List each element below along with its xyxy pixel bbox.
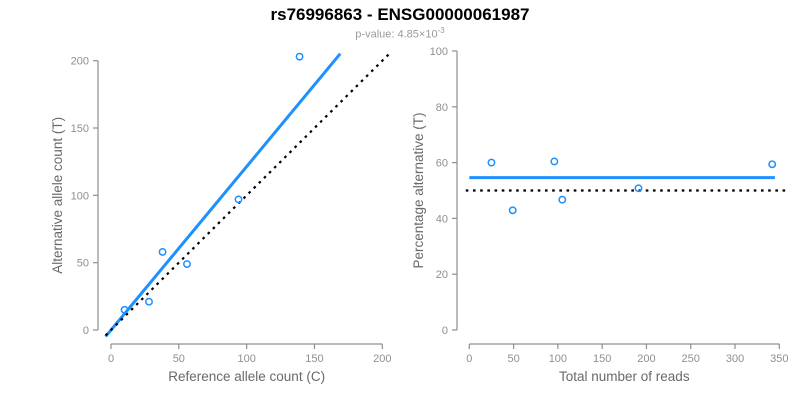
- y-tick-label: 40: [436, 213, 448, 225]
- allele-counts-scatter: 0 50 100 150 200 0 50 100 150 200 Reference allele…: [50, 52, 391, 384]
- y-tick-label: 50: [77, 258, 89, 270]
- data-point: [558, 195, 567, 204]
- x-tick-label: 0: [466, 353, 472, 365]
- x-tick-label: 350: [770, 353, 788, 365]
- x-tick-label: 150: [593, 353, 611, 365]
- data-point: [550, 157, 559, 166]
- x-axis-label: Reference allele count (C): [168, 369, 325, 384]
- y-axis-label: Percentage alternative (T): [411, 112, 426, 268]
- fitted-line: [104, 52, 342, 338]
- data-point: [145, 297, 153, 306]
- y-tick-label: 100: [71, 190, 89, 202]
- data-point: [508, 206, 517, 215]
- x-tick-label: 200: [637, 353, 655, 365]
- data-point: [183, 260, 191, 268]
- x-tick-label: 50: [507, 353, 519, 365]
- pvalue-exponent: -3: [437, 26, 445, 35]
- x-tick-label: 200: [373, 353, 391, 365]
- identity-line: [104, 53, 390, 337]
- y-axis-label: Alternative allele count (T): [50, 117, 65, 274]
- x-tick-label: 100: [549, 353, 567, 365]
- data-point: [487, 158, 496, 167]
- pvalue-text: p-value: 4.85×10: [355, 28, 438, 41]
- data-point: [295, 52, 304, 61]
- y-tick-label: 80: [436, 102, 448, 114]
- figure-subtitle: p-value: 4.85×10-3: [0, 26, 800, 41]
- x-tick-label: 250: [682, 353, 700, 365]
- x-tick-label: 50: [173, 353, 185, 365]
- data-point: [634, 184, 643, 193]
- y-tick-label: 20: [436, 269, 448, 281]
- x-axis-label: Total number of reads: [559, 369, 690, 384]
- x-tick-label: 150: [305, 353, 323, 365]
- figure-title: rs76996863 - ENSG00000061987: [270, 5, 530, 24]
- x-tick-label: 0: [108, 353, 114, 365]
- y-tick-label: 100: [430, 46, 448, 58]
- x-tick-label: 100: [237, 353, 255, 365]
- data-point: [768, 160, 777, 169]
- data-point: [234, 195, 243, 204]
- y-tick-label: 60: [436, 158, 448, 170]
- data-point: [158, 247, 167, 256]
- y-tick-label: 0: [442, 325, 448, 337]
- y-tick-label: 0: [83, 325, 89, 337]
- data-point: [120, 305, 129, 314]
- y-tick-label: 200: [71, 56, 89, 68]
- y-tick-label: 150: [71, 123, 89, 135]
- x-tick-label: 300: [726, 353, 744, 365]
- percentage-alternative-scatter: 0 20 40 60 80 100 0 50 100 150 200 250 300 350 Total n…: [411, 46, 788, 384]
